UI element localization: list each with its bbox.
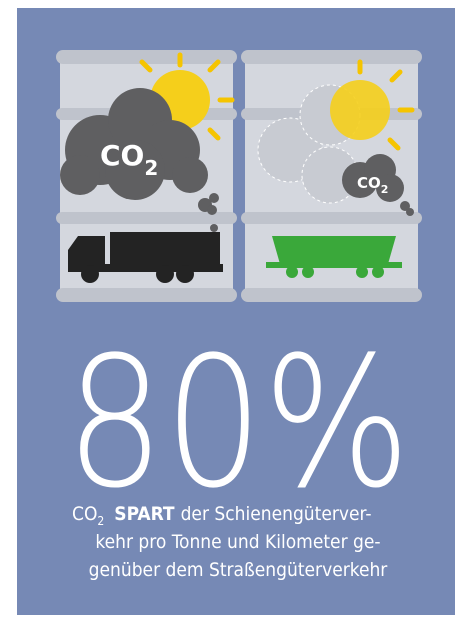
train-barrel: CO2 [241,50,422,302]
caption-subscript: 2 [97,514,104,528]
caption-emphasis: SPART [114,503,175,525]
caption-text: der Schienengüterver- [181,503,372,525]
headline: 80% [66,319,411,528]
subscript: 2 [381,183,389,196]
infographic: CO2 CO2 80% C [0,0,473,634]
label: CO [357,174,381,192]
label: CO [100,139,144,172]
caption-line: CO2 SPART der Schienengüterver- [72,503,372,528]
caption-prefix: CO [72,503,97,525]
caption-line: kehr pro Tonne und Kilometer ge- [95,531,380,553]
caption-line: genüber dem Straßengüterverkehr [89,559,389,581]
page: CO2 CO2 80% C [0,0,473,634]
truck-barrel: CO2 [56,50,237,302]
subscript: 2 [144,156,158,180]
